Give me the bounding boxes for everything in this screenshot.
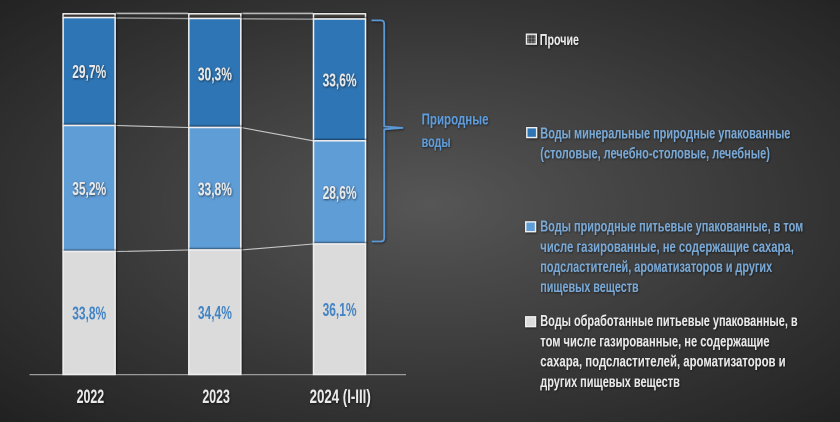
- svg-text:2022: 2022: [77, 386, 104, 407]
- svg-text:35,2%: 35,2%: [72, 180, 106, 200]
- svg-text:других пищевых веществ: других пищевых веществ: [540, 373, 680, 390]
- svg-text:29,7%: 29,7%: [72, 63, 106, 83]
- svg-text:33,8%: 33,8%: [72, 304, 106, 324]
- svg-text:33,8%: 33,8%: [198, 180, 232, 200]
- svg-text:33,6%: 33,6%: [323, 71, 357, 91]
- svg-text:30,3%: 30,3%: [198, 65, 232, 85]
- svg-text:сахара, подсластителей, аромат: сахара, подсластителей, ароматизаторов и: [540, 353, 785, 370]
- svg-text:(столовые, лечебно-столовые, л: (столовые, лечебно-столовые, лечебные): [540, 144, 770, 161]
- svg-text:Природные: Природные: [422, 110, 489, 128]
- svg-text:воды: воды: [422, 133, 451, 151]
- svg-text:подсластителей, ароматизаторов: подсластителей, ароматизаторов и других: [540, 258, 772, 275]
- svg-text:Воды минеральные природные упа: Воды минеральные природные упакованные: [540, 124, 790, 141]
- svg-text:28,6%: 28,6%: [323, 184, 357, 204]
- svg-text:2023: 2023: [202, 386, 229, 407]
- svg-text:пищевых веществ: пищевых веществ: [540, 278, 638, 296]
- svg-text:Прочие: Прочие: [540, 31, 580, 49]
- svg-text:36,1%: 36,1%: [323, 300, 357, 320]
- svg-text:2024 (I-III): 2024 (I-III): [310, 385, 371, 407]
- svg-text:том числе газированные, не сод: том числе газированные, не содержащие: [540, 332, 770, 349]
- svg-text:Воды обработанные питьевые упа: Воды обработанные питьевые упакованные, …: [540, 312, 797, 329]
- svg-text:числе газированные, не содержа: числе газированные, не содержащие сахара…: [540, 238, 794, 255]
- svg-text:34,4%: 34,4%: [198, 303, 232, 323]
- svg-text:Воды природные питьевые упаков: Воды природные питьевые упакованные, в т…: [540, 218, 803, 235]
